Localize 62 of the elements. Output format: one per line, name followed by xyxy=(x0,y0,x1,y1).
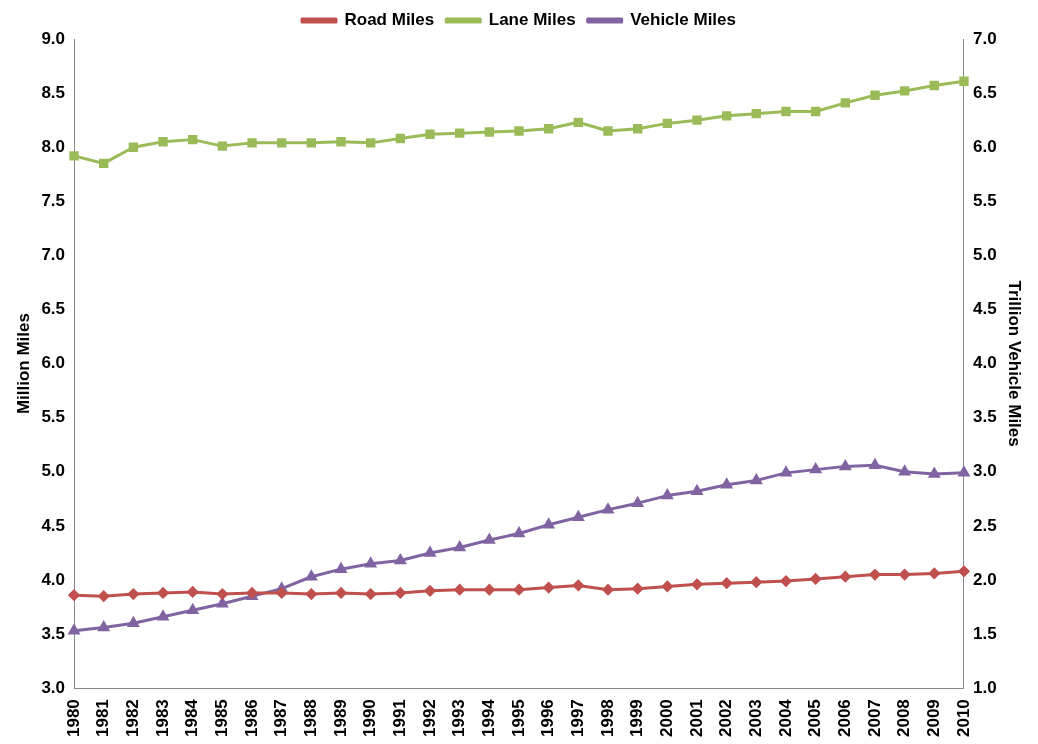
x-tick-label: 2005 xyxy=(805,699,825,738)
x-tick-label: 2008 xyxy=(894,699,914,738)
y2-tick-label: 4.5 xyxy=(972,299,997,319)
y-axis-title: Million Miles xyxy=(13,313,33,415)
y-tick-label: 7.0 xyxy=(41,245,66,265)
x-tick-label: 1986 xyxy=(241,699,261,738)
x-tick-label: 1993 xyxy=(449,699,469,738)
legend-label: Road Miles xyxy=(344,10,435,30)
y-tick-label: 8.0 xyxy=(41,136,66,156)
y2-tick-label: 1.5 xyxy=(972,623,997,643)
y2-tick-label: 1.0 xyxy=(972,677,997,697)
x-tick-label: 1990 xyxy=(360,699,380,738)
y-tick-label: 4.5 xyxy=(41,515,66,535)
y-tick-label: 7.5 xyxy=(41,190,66,210)
x-tick-label: 1992 xyxy=(419,699,439,738)
legend-label: Vehicle Miles xyxy=(630,10,736,30)
x-tick-label: 2006 xyxy=(835,699,854,738)
y-tick-label: 3.0 xyxy=(41,677,66,697)
y2-tick-label: 3.5 xyxy=(972,407,997,427)
x-tick-label: 1985 xyxy=(212,699,232,738)
legend-label: Lane Miles xyxy=(488,10,576,30)
x-tick-label: 1981 xyxy=(93,699,113,738)
y-tick-label: 9.0 xyxy=(41,28,66,48)
x-tick-label: 1988 xyxy=(301,699,321,738)
x-tick-label: 1995 xyxy=(508,699,528,738)
x-tick-label: 1982 xyxy=(123,699,143,738)
y2-tick-label: 2.5 xyxy=(972,515,997,535)
x-tick-label: 2003 xyxy=(746,699,765,738)
y2-tick-label: 6.0 xyxy=(972,136,997,156)
y2-tick-label: 4.0 xyxy=(972,353,997,373)
x-tick-label: 2010 xyxy=(953,699,973,738)
x-tick-label: 2000 xyxy=(657,699,677,738)
x-tick-label: 2009 xyxy=(923,699,943,738)
x-tick-label: 1989 xyxy=(330,699,350,738)
y2-tick-label: 5.5 xyxy=(972,190,997,210)
x-tick-label: 1996 xyxy=(538,699,558,738)
y2-tick-label: 6.5 xyxy=(972,82,997,102)
y-tick-label: 3.5 xyxy=(41,623,66,643)
x-tick-label: 2007 xyxy=(864,699,884,738)
y-tick-label: 6.0 xyxy=(41,353,66,373)
y2-tick-label: 5.0 xyxy=(972,245,997,265)
x-tick-label: 1997 xyxy=(568,699,588,738)
x-tick-label: 1984 xyxy=(182,698,202,738)
x-tick-label: 1987 xyxy=(271,699,291,738)
y-tick-label: 4.0 xyxy=(41,569,66,589)
x-tick-label: 1980 xyxy=(63,699,83,738)
x-tick-label: 1994 xyxy=(479,698,499,738)
y-tick-label: 5.5 xyxy=(41,407,66,427)
x-tick-label: 2002 xyxy=(716,699,736,738)
y-tick-label: 8.5 xyxy=(41,82,66,102)
x-tick-label: 1991 xyxy=(390,699,410,738)
y2-axis-title: Trillion Vehicle Miles xyxy=(1005,280,1025,447)
y2-tick-label: 7.0 xyxy=(972,28,997,48)
x-tick-label: 1998 xyxy=(597,699,617,738)
x-tick-label: 2001 xyxy=(686,699,706,738)
y2-tick-label: 2.0 xyxy=(972,569,997,589)
y2-tick-label: 3.0 xyxy=(972,461,997,481)
x-tick-label: 1999 xyxy=(627,699,647,738)
y-tick-label: 5.0 xyxy=(41,461,66,481)
x-tick-label: 2004 xyxy=(775,698,795,738)
x-tick-label: 1983 xyxy=(152,699,172,738)
y-tick-label: 6.5 xyxy=(41,299,66,319)
